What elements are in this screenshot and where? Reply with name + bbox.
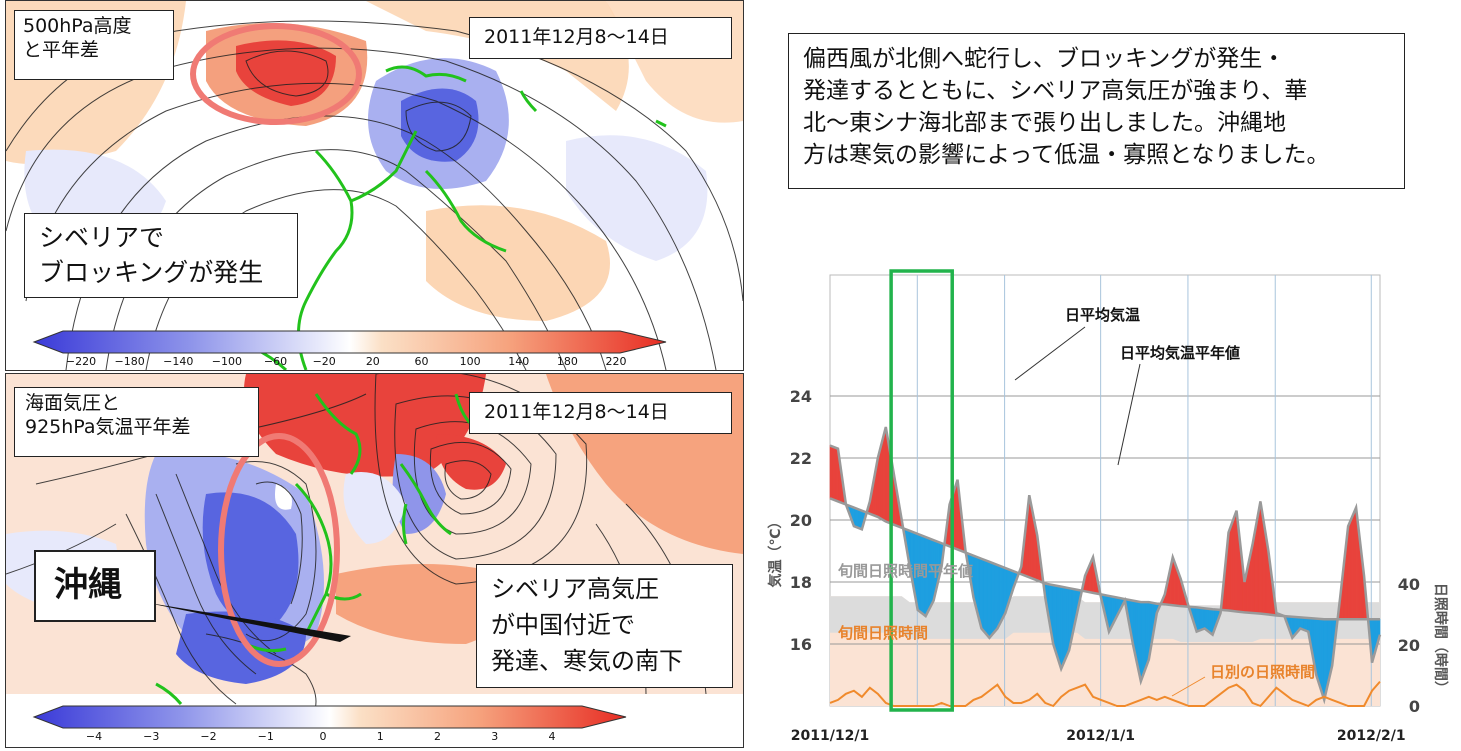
bottom-map-panel: 海面気圧と 925hPa気温平年差 2011年12月8〜14日 沖縄 シベリア高… [5,373,744,748]
label-sunshine-normal: 旬間日照時間平年値 [837,562,973,580]
top-map-label: 500hPa高度 と平年差 [14,10,174,80]
bottom-map-label: 海面気圧と 925hPa気温平年差 [14,387,259,457]
top-map-panel: 500hPa高度 と平年差 2011年12月8〜14日 シベリアで ブロッキング… [5,0,744,371]
sunshine-tick-label: 20 [1398,636,1420,655]
x-tick-label: 2012/2/1 [1337,728,1406,744]
temp-tick-label: 20 [790,511,812,530]
top-map-date: 2011年12月8〜14日 [469,17,732,59]
daily-mean-normal-line [829,497,1380,621]
temperature-sunshine-chart: 16 18 20 22 24 0 20 40 2011/12/1 2012/1/1 2012/2/1… [767,269,1449,744]
label-daily-mean-normal: 日平均気温平年値 [1120,344,1240,362]
label-daily-mean: 日平均気温 [1065,306,1140,324]
highlight-period-box [889,269,954,712]
bottom-map-date: 2011年12月8〜14日 [469,392,732,434]
x-tick-label: 2011/12/1 [791,728,869,744]
label-sunshine-daily-arrow [1171,676,1206,697]
bottom-map-note: シベリア高気圧 が中国付近で 発達、寒気の南下 [476,564,733,688]
label-sunshine-daily: 日別の日照時間 [1210,663,1315,681]
temp-tick-label: 24 [790,387,812,406]
left-y-axis-label: 気温（℃） [767,515,784,588]
sunshine-tick-label: 0 [1409,697,1420,716]
label-daily-mean-normal-arrow [1117,363,1141,466]
label-daily-mean-arrow [1014,326,1086,381]
daily-mean-temp-line [829,426,1382,705]
temp-tick-label: 22 [790,449,812,468]
sunshine-tick-label: 40 [1398,575,1420,594]
temp-tick-label: 16 [790,635,812,654]
x-tick-label: 2012/1/1 [1066,728,1135,744]
temp-tick-label: 18 [790,573,812,592]
right-y-axis-label: 日照時間（時間） [1432,583,1449,695]
okinawa-label: 沖縄 [34,550,156,622]
label-sunshine-10day: 旬間日照時間 [837,624,928,642]
daily-sunshine-line [829,680,1381,708]
top-map-note: シベリアで ブロッキングが発生 [24,213,298,298]
description-box: 偏西風が北側へ蛇行し、ブロッキングが発生・ 発達するとともに、シベリア高気圧が強… [788,33,1405,189]
